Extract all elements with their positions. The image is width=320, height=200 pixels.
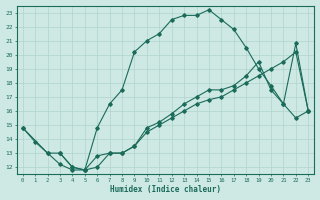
X-axis label: Humidex (Indice chaleur): Humidex (Indice chaleur) (110, 185, 221, 194)
